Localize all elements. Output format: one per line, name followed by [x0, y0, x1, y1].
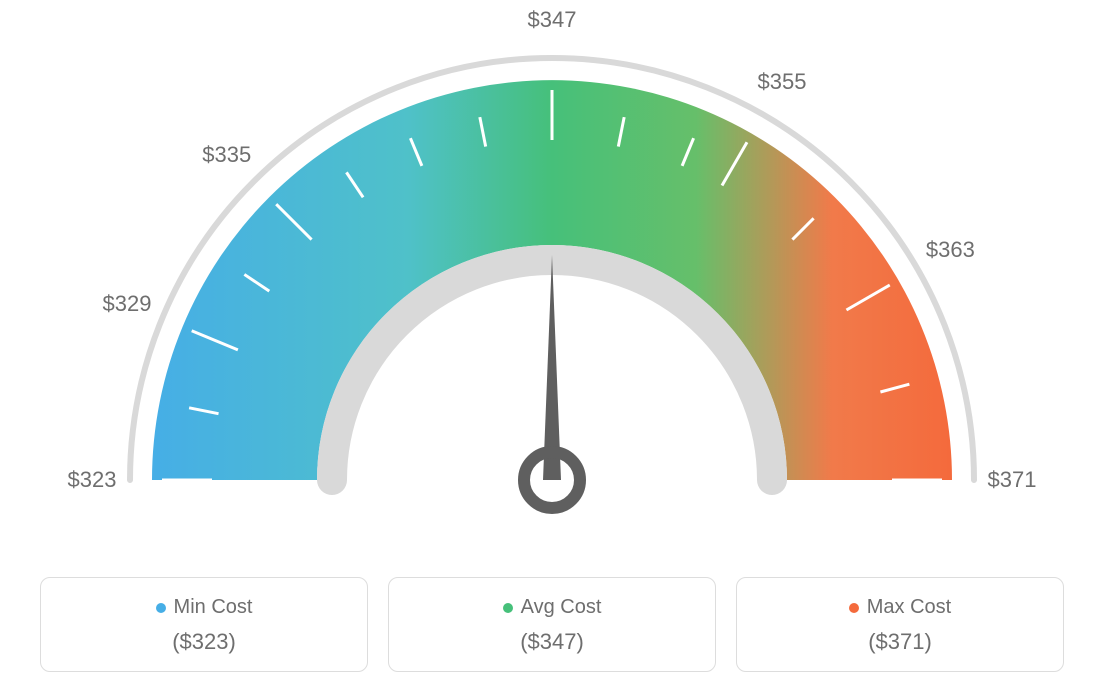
gauge-tick-label: $329: [103, 291, 152, 317]
legend: Min Cost ($323) Avg Cost ($347) Max Cost…: [40, 577, 1064, 672]
gauge-tick-label: $323: [68, 467, 117, 493]
legend-label: Max Cost: [867, 596, 951, 619]
gauge-tick-label: $335: [202, 142, 251, 168]
legend-value-avg: ($347): [399, 629, 705, 655]
gauge-tick-label: $371: [988, 467, 1037, 493]
legend-label: Avg Cost: [521, 596, 602, 619]
gauge-svg: [0, 0, 1104, 560]
legend-value-min: ($323): [51, 629, 357, 655]
dot-icon: [849, 603, 859, 613]
legend-label: Min Cost: [174, 596, 253, 619]
gauge-tick-label: $347: [528, 7, 577, 33]
legend-card-max: Max Cost ($371): [736, 577, 1064, 672]
legend-title-min: Min Cost: [156, 596, 253, 619]
dot-icon: [156, 603, 166, 613]
legend-title-avg: Avg Cost: [503, 596, 602, 619]
legend-card-min: Min Cost ($323): [40, 577, 368, 672]
legend-value-max: ($371): [747, 629, 1053, 655]
dot-icon: [503, 603, 513, 613]
gauge-tick-label: $355: [758, 69, 807, 95]
gauge-tick-label: $363: [926, 237, 975, 263]
legend-card-avg: Avg Cost ($347): [388, 577, 716, 672]
legend-title-max: Max Cost: [849, 596, 951, 619]
gauge-chart: $323 $329 $335 $347 $355 $363 $371: [0, 0, 1104, 560]
